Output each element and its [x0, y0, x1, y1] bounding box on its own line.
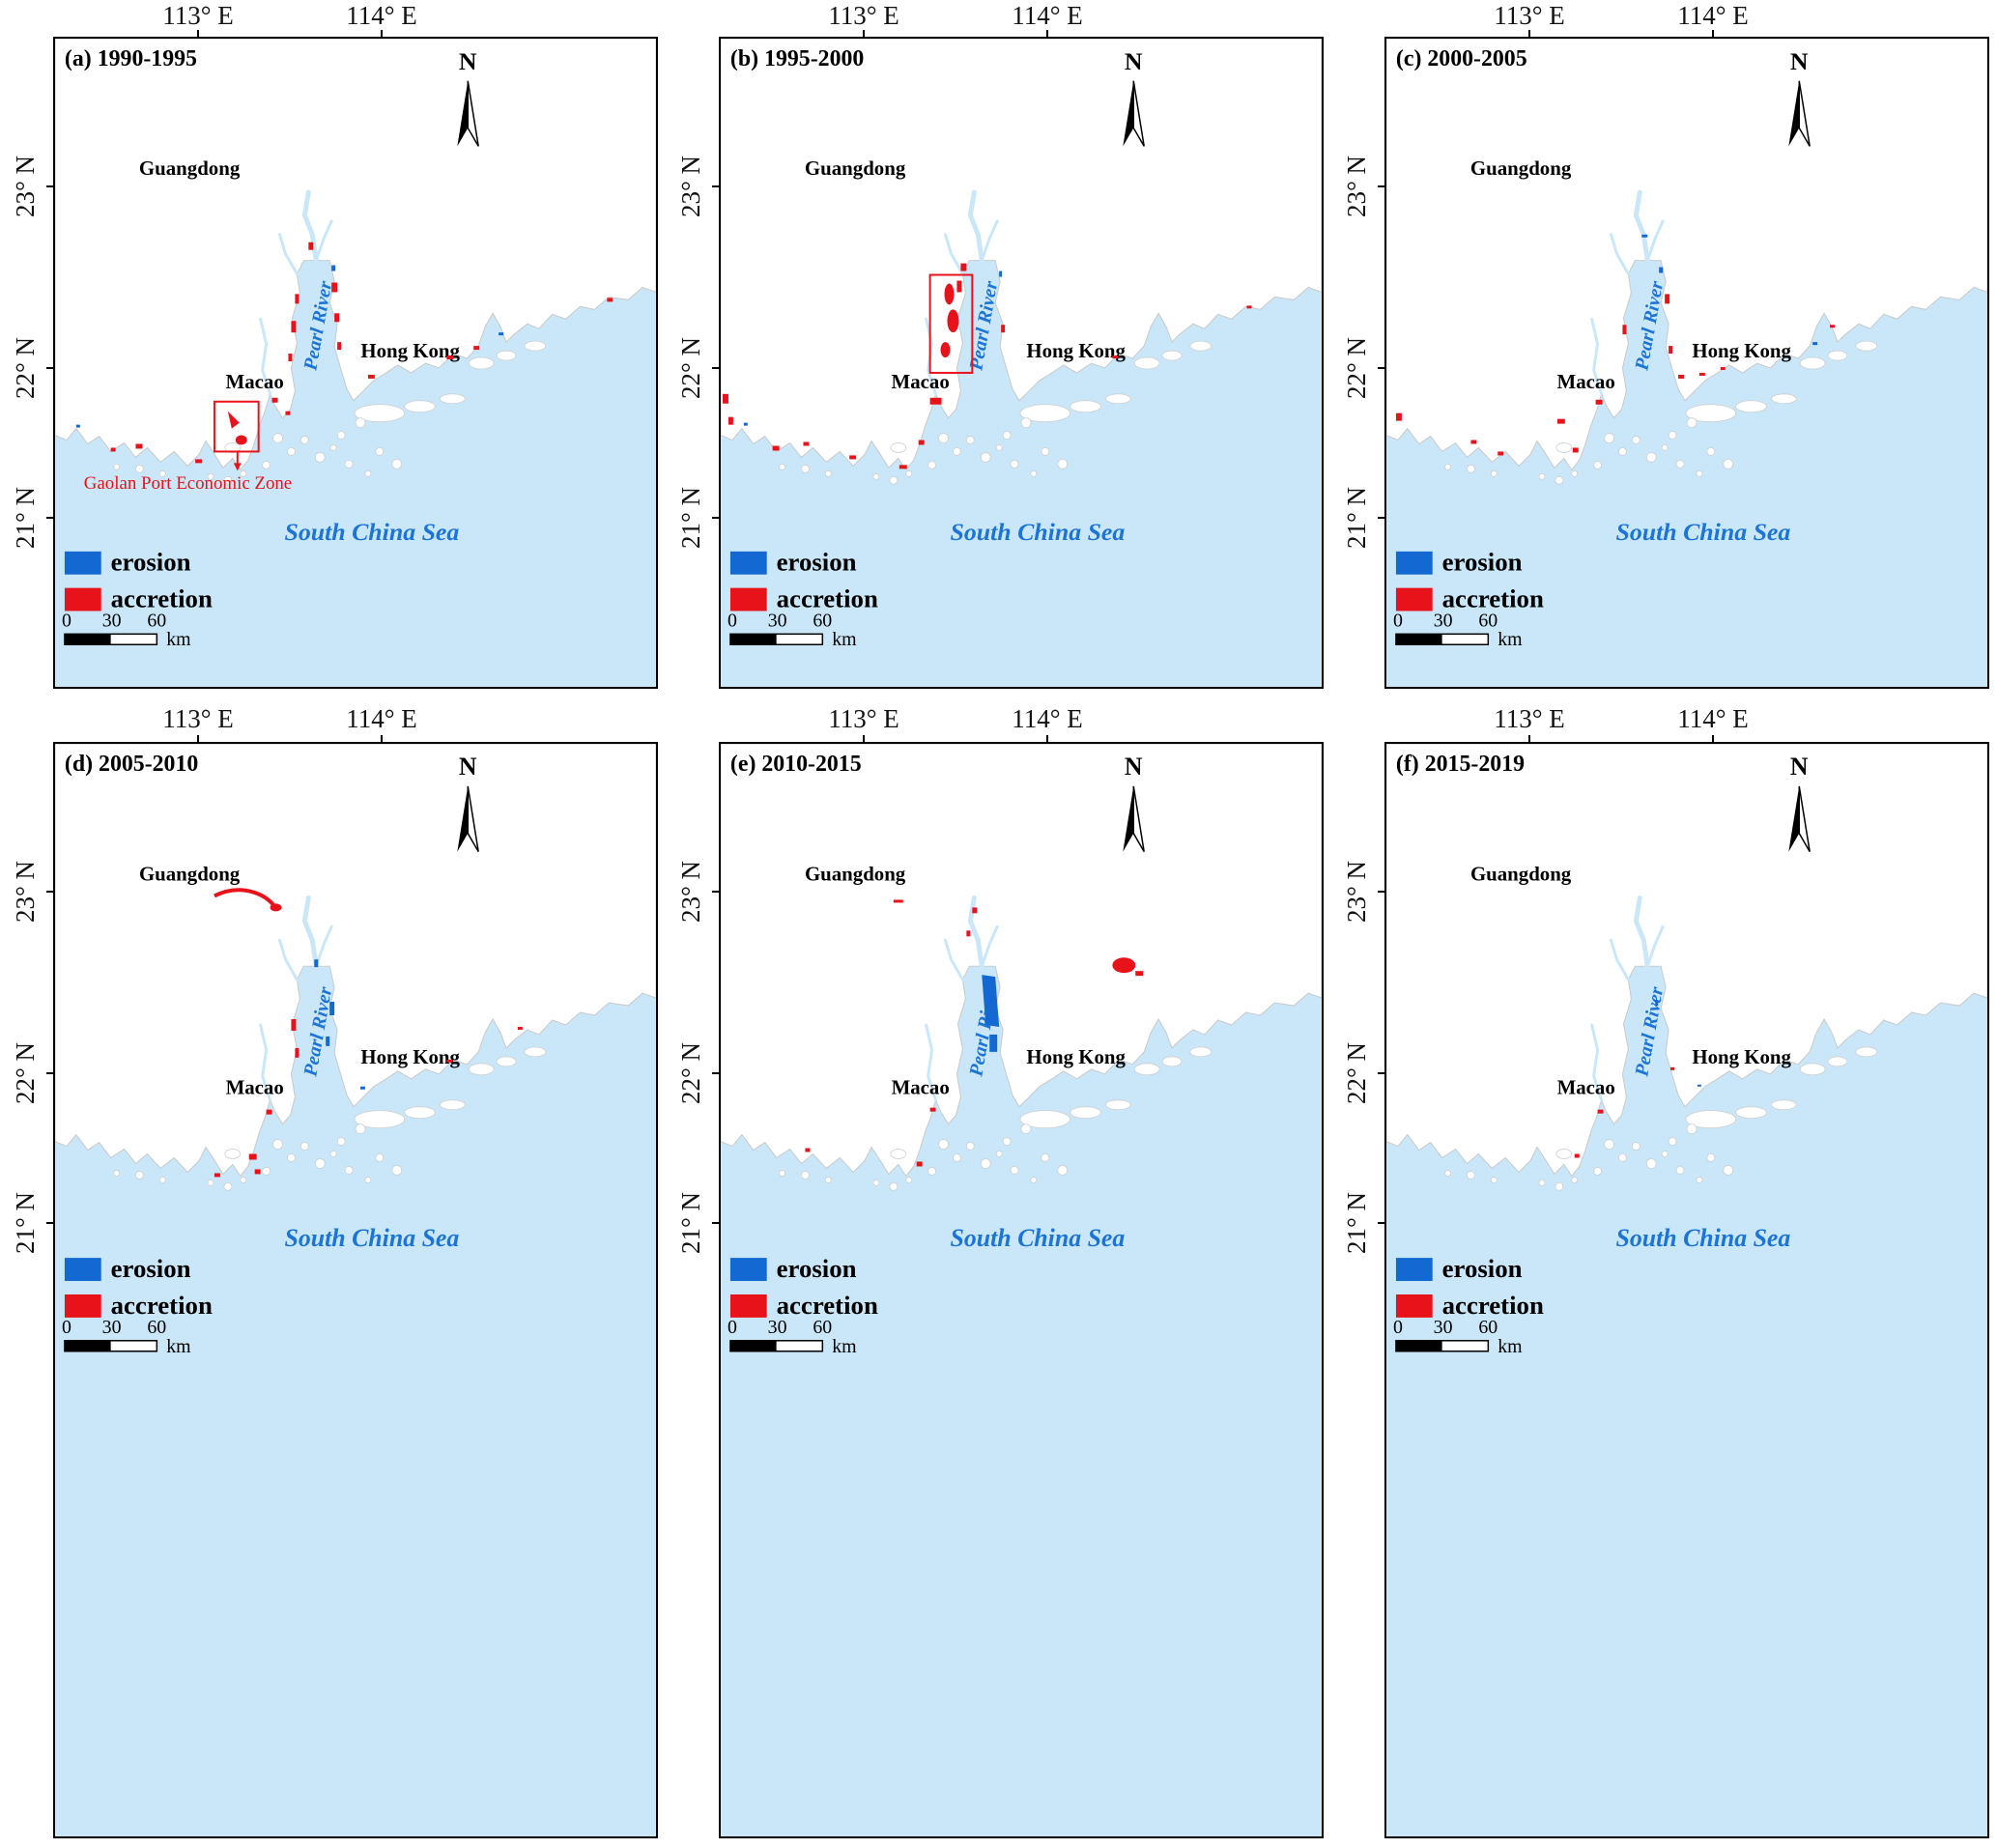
- y-axis: 23° N 22° N 21° N: [0, 37, 53, 689]
- tick-mark: [197, 30, 199, 37]
- tick-mark: [46, 891, 53, 893]
- tick-mark: [381, 30, 383, 37]
- tick-mark: [712, 1072, 719, 1074]
- tick-mark: [1378, 185, 1384, 187]
- change-patches: [1574, 1000, 1701, 1158]
- y-tick-23n: 23° N: [676, 860, 705, 924]
- x-tick-113e: 113° E: [162, 1, 234, 30]
- panel-title: (d) 2005-2010: [65, 752, 198, 777]
- panel-1990-1995: 113° E 114° E 23° N 22° N 21° N: [0, 0, 666, 693]
- panel-title: (b) 1995-2000: [730, 46, 864, 71]
- x-tick-113e: 113° E: [162, 704, 234, 733]
- y-tick-21n: 21° N: [11, 486, 40, 550]
- y-axis: 23° N 22° N 21° N: [0, 742, 53, 1838]
- x-axis: 113° E 114° E: [1384, 0, 1989, 37]
- x-tick-114e: 114° E: [346, 1, 417, 30]
- tick-mark: [712, 185, 719, 187]
- x-tick-113e: 113° E: [1494, 1, 1565, 30]
- y-tick-22n: 22° N: [11, 336, 40, 400]
- y-tick-22n: 22° N: [676, 1041, 705, 1105]
- map-canvas: (d) 2005-2010: [53, 742, 658, 1838]
- tick-mark: [1712, 30, 1714, 37]
- map-canvas: Gaolan Port Economic Zone (a) 1990-1995: [53, 37, 658, 689]
- panel-title: (e) 2010-2015: [730, 752, 862, 777]
- x-tick-113e: 113° E: [828, 704, 899, 733]
- y-tick-22n: 22° N: [1342, 336, 1371, 400]
- tick-mark: [712, 517, 719, 519]
- tick-mark: [46, 367, 53, 369]
- tick-mark: [1046, 735, 1048, 742]
- y-axis: 23° N 22° N 21° N: [1331, 742, 1384, 1838]
- x-axis: 113° E 114° E: [1384, 703, 1989, 742]
- x-axis: 113° E 114° E: [53, 703, 658, 742]
- tick-mark: [46, 1072, 53, 1074]
- x-tick-114e: 114° E: [1677, 704, 1749, 733]
- y-tick-22n: 22° N: [676, 336, 705, 400]
- change-patches: [1395, 234, 1836, 456]
- tick-mark: [863, 30, 865, 37]
- map-canvas: (b) 1995-2000: [719, 37, 1324, 689]
- y-tick-23n: 23° N: [1342, 860, 1371, 924]
- tick-mark: [1528, 735, 1530, 742]
- tick-mark: [1378, 517, 1384, 519]
- tick-mark: [712, 367, 719, 369]
- y-tick-22n: 22° N: [1342, 1041, 1371, 1105]
- x-axis: 113° E 114° E: [719, 703, 1324, 742]
- tick-mark: [46, 517, 53, 519]
- tick-mark: [1528, 30, 1530, 37]
- change-patches: [722, 263, 1252, 469]
- tick-mark: [1378, 1222, 1384, 1224]
- y-tick-21n: 21° N: [1342, 1191, 1371, 1255]
- y-tick-21n: 21° N: [676, 1191, 705, 1255]
- tick-mark: [1378, 1072, 1384, 1074]
- y-tick-21n: 21° N: [11, 1191, 40, 1255]
- x-axis: 113° E 114° E: [53, 0, 658, 37]
- x-tick-114e: 114° E: [1012, 704, 1083, 733]
- x-tick-114e: 114° E: [346, 704, 417, 733]
- panel-2015-2019: 113° E 114° E 23° N 22° N 21° N: [1331, 703, 1997, 1843]
- tick-mark: [197, 735, 199, 742]
- y-tick-23n: 23° N: [1342, 155, 1371, 218]
- panel-2000-2005: 113° E 114° E 23° N 22° N 21° N: [1331, 0, 1997, 693]
- y-axis: 23° N 22° N 21° N: [1331, 37, 1384, 689]
- y-tick-22n: 22° N: [11, 1041, 40, 1105]
- gaolan-callout: Gaolan Port Economic Zone: [84, 400, 292, 494]
- y-tick-23n: 23° N: [11, 860, 40, 924]
- panel-2010-2015: 113° E 114° E 23° N 22° N 21° N: [666, 703, 1331, 1843]
- tick-mark: [1378, 891, 1384, 893]
- x-tick-114e: 114° E: [1677, 1, 1749, 30]
- x-tick-113e: 113° E: [828, 1, 899, 30]
- tick-mark: [46, 185, 53, 187]
- y-tick-21n: 21° N: [676, 486, 705, 550]
- panel-title: (c) 2000-2005: [1396, 46, 1527, 71]
- tick-mark: [1046, 30, 1048, 37]
- tick-mark: [712, 1222, 719, 1224]
- x-tick-113e: 113° E: [1494, 704, 1565, 733]
- y-axis: 23° N 22° N 21° N: [666, 37, 719, 689]
- tick-mark: [1378, 367, 1384, 369]
- estuary-callout: [928, 273, 974, 374]
- tick-mark: [46, 1222, 53, 1224]
- tick-mark: [712, 891, 719, 893]
- tick-mark: [381, 735, 383, 742]
- panel-title: (f) 2015-2019: [1396, 752, 1525, 777]
- change-patches: [214, 888, 523, 1178]
- x-axis: 113° E 114° E: [719, 0, 1324, 37]
- y-axis: 23° N 22° N 21° N: [666, 742, 719, 1838]
- tick-mark: [863, 735, 865, 742]
- tick-mark: [1712, 735, 1714, 742]
- panel-1995-2000: 113° E 114° E 23° N 22° N 21° N: [666, 0, 1331, 693]
- gaolan-label: Gaolan Port Economic Zone: [84, 473, 292, 494]
- y-tick-21n: 21° N: [1342, 486, 1371, 550]
- panel-title: (a) 1990-1995: [65, 46, 197, 71]
- panel-2005-2010: 113° E 114° E 23° N 22° N 21° N: [0, 703, 666, 1843]
- y-tick-23n: 23° N: [676, 155, 705, 218]
- change-patches: [805, 899, 1144, 1167]
- map-canvas: (e) 2010-2015: [719, 742, 1324, 1838]
- x-tick-114e: 114° E: [1012, 1, 1083, 30]
- map-canvas: (c) 2000-2005: [1384, 37, 1989, 689]
- y-tick-23n: 23° N: [11, 155, 40, 218]
- map-canvas: (f) 2015-2019: [1384, 742, 1989, 1838]
